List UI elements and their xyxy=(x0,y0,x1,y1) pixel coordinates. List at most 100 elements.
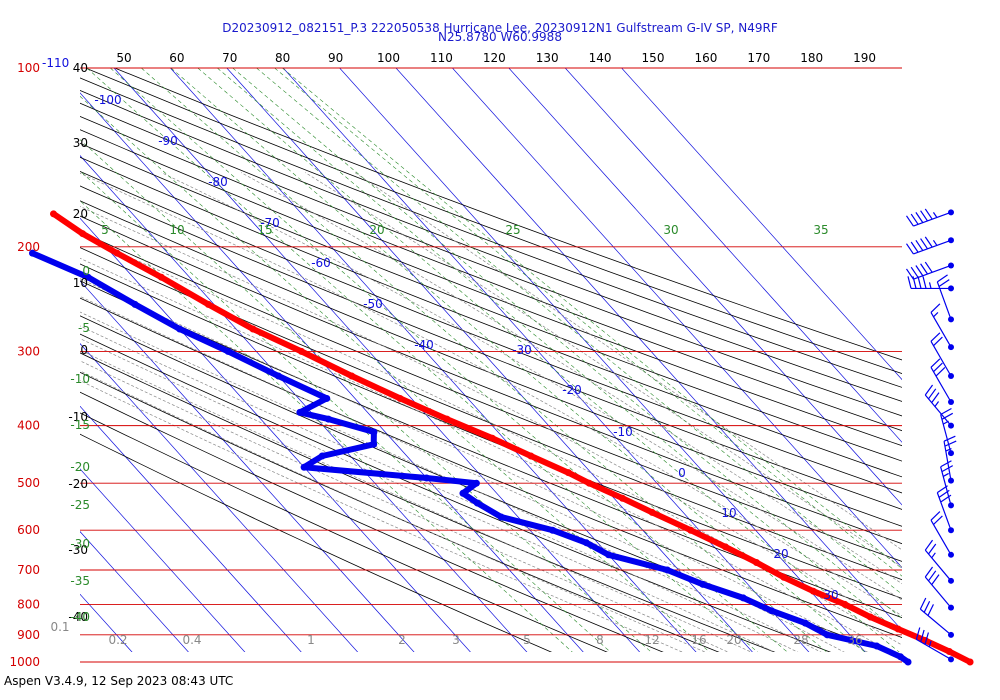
isotherm-line xyxy=(452,68,902,569)
isotherm-label: -50 xyxy=(363,297,383,311)
mixing-ratio-bottom-label: 3 xyxy=(452,633,460,647)
isotherm-label: -40 xyxy=(414,338,434,352)
mixing-ratio-bottom-label: 16 xyxy=(691,633,706,647)
wind-barb-flag xyxy=(910,241,919,253)
dewpoint-profile-point xyxy=(549,526,557,534)
wind-barb-half-flag xyxy=(932,239,938,246)
mixing-ratio-bottom-label: 36 xyxy=(847,633,862,647)
temperature-profile-point xyxy=(297,347,305,355)
wind-barb-flag xyxy=(905,268,914,280)
wind-barb-flag xyxy=(930,303,941,313)
isotherm-label: 10 xyxy=(721,506,736,520)
mixing-ratio-bottom-label: 20 xyxy=(726,633,741,647)
isotherm-label: -60 xyxy=(311,256,331,270)
mixing-ratio-line xyxy=(274,68,902,577)
dry-adiabat-line xyxy=(80,215,902,545)
dewpoint-profile-point xyxy=(423,474,431,482)
mixing-ratio-label: -25 xyxy=(70,498,90,512)
top-tick-label: 110 xyxy=(430,51,453,65)
left-axis-label: 40 xyxy=(73,61,88,75)
mixing-ratio-bottom-label: 1 xyxy=(307,633,315,647)
wind-barb-flag xyxy=(915,265,924,277)
dewpoint-profile-point xyxy=(29,249,37,257)
wind-barb xyxy=(905,261,954,280)
dewpoint-profile-point xyxy=(296,408,304,416)
moist-adiabat-line xyxy=(80,172,902,617)
dry-adiabat-line xyxy=(80,391,664,652)
moist-adiabat-line xyxy=(161,172,902,601)
pressure-label: 200 xyxy=(17,240,40,254)
wind-barb xyxy=(930,358,954,406)
wind-barb-staff xyxy=(936,281,952,320)
moist-adiabat-line xyxy=(80,296,845,652)
dry-adiabat-line xyxy=(80,200,902,527)
wind-barb xyxy=(940,460,954,509)
wind-barb-flag xyxy=(917,276,922,289)
wind-barb xyxy=(905,236,954,255)
wind-barb-flag xyxy=(941,412,954,420)
top-tick-label: 80 xyxy=(275,51,290,65)
wind-barb-half-flag xyxy=(942,420,949,425)
pressure-label: 400 xyxy=(17,419,40,433)
left-axis-label: -10 xyxy=(68,410,88,424)
temperature-profile-point xyxy=(687,526,695,534)
temperature-profile-point xyxy=(966,658,974,666)
wind-barb-staff xyxy=(940,466,952,506)
wind-barb xyxy=(924,384,954,429)
mixing-ratio-label: 25 xyxy=(505,223,520,237)
isotherm-line xyxy=(80,468,246,652)
isotherm-label: -30 xyxy=(512,343,532,357)
dry-adiabat-line xyxy=(80,89,902,402)
top-tick-label: 50 xyxy=(116,51,131,65)
left-axis-label: 20 xyxy=(73,207,88,221)
dewpoint-profile-point xyxy=(274,372,282,380)
isotherm-line xyxy=(113,68,641,652)
left-axis-label: -40 xyxy=(68,610,88,624)
wind-barb-flag xyxy=(940,494,952,503)
dewpoint-profile-point xyxy=(323,394,331,402)
isotherm-line xyxy=(564,68,902,443)
dewpoint-profile-point xyxy=(873,642,881,650)
mixing-ratio-label: 0 xyxy=(82,264,90,278)
wind-barb-half-flag xyxy=(928,282,932,289)
wind-barb-flag xyxy=(938,489,950,498)
dry-adiabat-line xyxy=(80,102,902,417)
wind-barb-flag xyxy=(933,362,943,373)
isotherm-line xyxy=(395,68,902,631)
dry-adiabat-line xyxy=(80,77,902,388)
pressure-label: 500 xyxy=(17,476,40,490)
wind-barb-flag xyxy=(919,597,927,610)
dewpoint-profile-point xyxy=(459,489,467,497)
moist-adiabat-line xyxy=(80,370,706,652)
mixing-ratio-bottom-label: 0.4 xyxy=(182,633,201,647)
wind-barb-flag xyxy=(938,279,950,288)
moist-adiabat-line xyxy=(80,234,902,646)
wind-barb-flag xyxy=(915,212,924,223)
wind-barb-staff xyxy=(940,414,952,454)
wind-barb-flag xyxy=(931,574,940,586)
wind-barb-flag xyxy=(920,238,929,250)
mixing-ratio-label: 35 xyxy=(813,223,828,237)
temperature-profile-point xyxy=(648,508,656,516)
moist-adiabat-line xyxy=(354,172,902,551)
mixing-ratio-line xyxy=(232,68,902,619)
pressure-label: 100 xyxy=(17,61,40,75)
left-axis-label: -30 xyxy=(68,543,88,557)
top-tick-label: 70 xyxy=(222,51,237,65)
top-tick-label: 130 xyxy=(536,51,559,65)
moist-adiabat-line xyxy=(80,380,683,652)
wind-barb-flag xyxy=(935,366,946,377)
wind-barb-flag xyxy=(930,358,941,368)
mixing-ratio-bottom-label: 0.1 xyxy=(50,620,69,634)
dewpoint-profile xyxy=(29,250,911,665)
wind-barb-staff xyxy=(930,367,952,403)
wind-barb-flag xyxy=(930,511,941,521)
dry-adiabat-line xyxy=(114,68,902,361)
isotherm-line xyxy=(621,68,902,381)
wind-barb xyxy=(905,208,954,227)
wind-barb-flag xyxy=(940,407,952,416)
wind-barb xyxy=(915,627,954,663)
wind-barb xyxy=(907,276,954,292)
isotherm-line xyxy=(508,68,902,506)
dewpoint-profile-point xyxy=(324,415,332,423)
